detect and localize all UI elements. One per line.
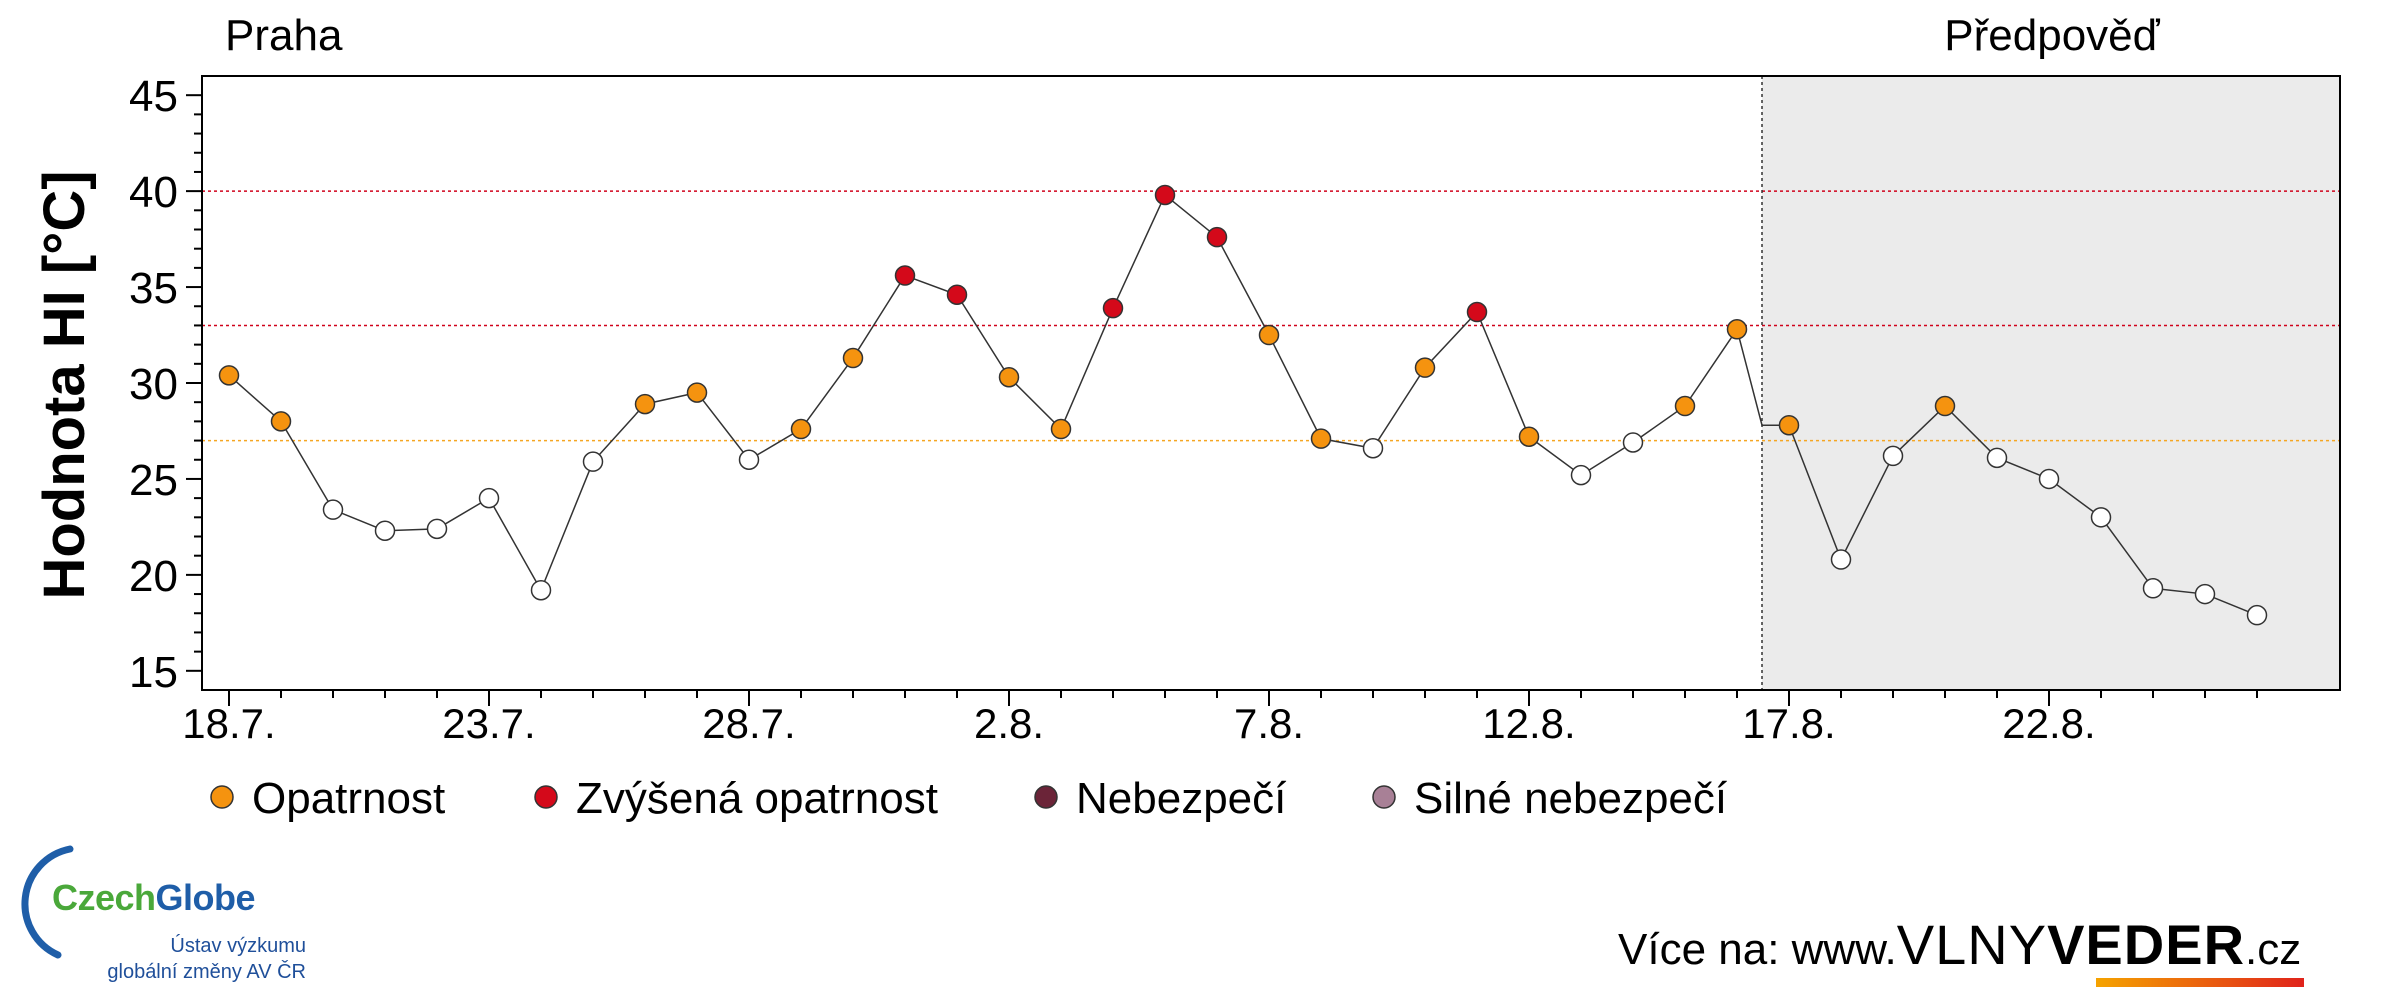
data-point	[582, 451, 604, 472]
data-point	[1466, 301, 1488, 323]
data-point	[1674, 395, 1696, 417]
footer-brand-part2: VEDER	[2047, 913, 2246, 976]
data-point	[790, 418, 812, 440]
y-tick-label: 20	[129, 552, 178, 601]
data-point	[270, 411, 292, 432]
y-tick-label: 30	[129, 360, 178, 409]
data-point	[478, 487, 500, 509]
y-tick-label: 45	[129, 72, 178, 121]
legend-label: Nebezpečí	[1076, 774, 1287, 823]
data-point	[2142, 578, 2164, 599]
legend-marker	[1034, 785, 1058, 809]
data-point	[686, 382, 708, 403]
x-tick-label: 22.8.	[2002, 700, 2095, 747]
footer-link[interactable]: Více na: www.VLNYVEDER.cz	[1618, 912, 2304, 987]
data-point	[1830, 549, 1852, 570]
logo-subtitle-line2: globální změny AV ČR	[107, 961, 306, 983]
footer-brand-part1: VLNY	[1896, 913, 2048, 976]
logo-name: CzechGlobe	[52, 877, 256, 918]
data-point	[1518, 426, 1540, 447]
logo-subtitle-line1: Ústav výzkumu	[170, 935, 306, 957]
x-tick-label: 23.7.	[442, 700, 535, 747]
y-tick-label: 15	[129, 648, 178, 697]
legend-marker	[534, 785, 558, 809]
data-point	[1310, 428, 1332, 449]
data-point	[1726, 319, 1748, 340]
data-point	[2038, 468, 2060, 490]
data-point	[2090, 507, 2112, 528]
data-point	[738, 449, 760, 470]
data-point	[894, 265, 916, 286]
data-point	[1258, 324, 1280, 346]
data-point	[1206, 226, 1228, 248]
czechglobe-logo: CzechGlobe Ústav výzkumu globální změny …	[18, 845, 338, 985]
legend-label: Silné nebezpečí	[1414, 774, 1728, 823]
legend-marker	[210, 785, 234, 809]
y-tick-label: 35	[129, 264, 178, 313]
x-tick-label: 18.7.	[182, 700, 275, 747]
y-tick-label: 40	[129, 168, 178, 217]
data-point	[1778, 414, 1800, 436]
forecast-label: Předpověď	[1944, 11, 2160, 60]
data-point	[946, 284, 968, 305]
data-point	[1362, 437, 1384, 459]
data-point	[322, 499, 344, 520]
data-point	[1622, 432, 1644, 453]
legend-label: Zvýšená opatrnost	[576, 774, 938, 823]
x-tick-label: 2.8.	[974, 700, 1044, 747]
x-tick-label: 7.8.	[1234, 700, 1304, 747]
data-point	[2246, 604, 2268, 626]
data-point	[634, 393, 656, 415]
legend-label: Opatrnost	[252, 774, 445, 823]
data-point	[842, 347, 864, 369]
data-point	[1050, 418, 1072, 440]
y-axis-label: Hodnota HI [°C]	[32, 170, 97, 599]
data-point	[1154, 184, 1176, 206]
y-tick-label: 25	[129, 456, 178, 505]
data-point	[218, 365, 240, 386]
forecast-region	[1762, 76, 2340, 690]
data-point	[1986, 447, 2008, 469]
data-point	[1414, 357, 1436, 378]
data-point	[530, 579, 552, 601]
data-point	[2194, 583, 2216, 605]
data-point	[1934, 395, 1956, 417]
location-label: Praha	[225, 11, 343, 60]
data-point	[1102, 297, 1124, 319]
footer-suffix: .cz	[2245, 925, 2302, 974]
data-point	[998, 366, 1020, 388]
data-point	[426, 518, 448, 540]
x-tick-label: 28.7.	[702, 700, 795, 747]
x-tick-label: 12.8.	[1482, 700, 1575, 747]
data-point	[1882, 445, 1904, 467]
footer-brand-underline	[2096, 978, 2304, 987]
data-point	[1570, 464, 1592, 486]
logo-arc-icon	[21, 845, 74, 959]
x-tick-label: 17.8.	[1742, 700, 1835, 747]
legend-marker	[1372, 785, 1396, 809]
data-point	[374, 520, 396, 541]
footer-prefix: Více na: www.	[1618, 925, 1897, 974]
